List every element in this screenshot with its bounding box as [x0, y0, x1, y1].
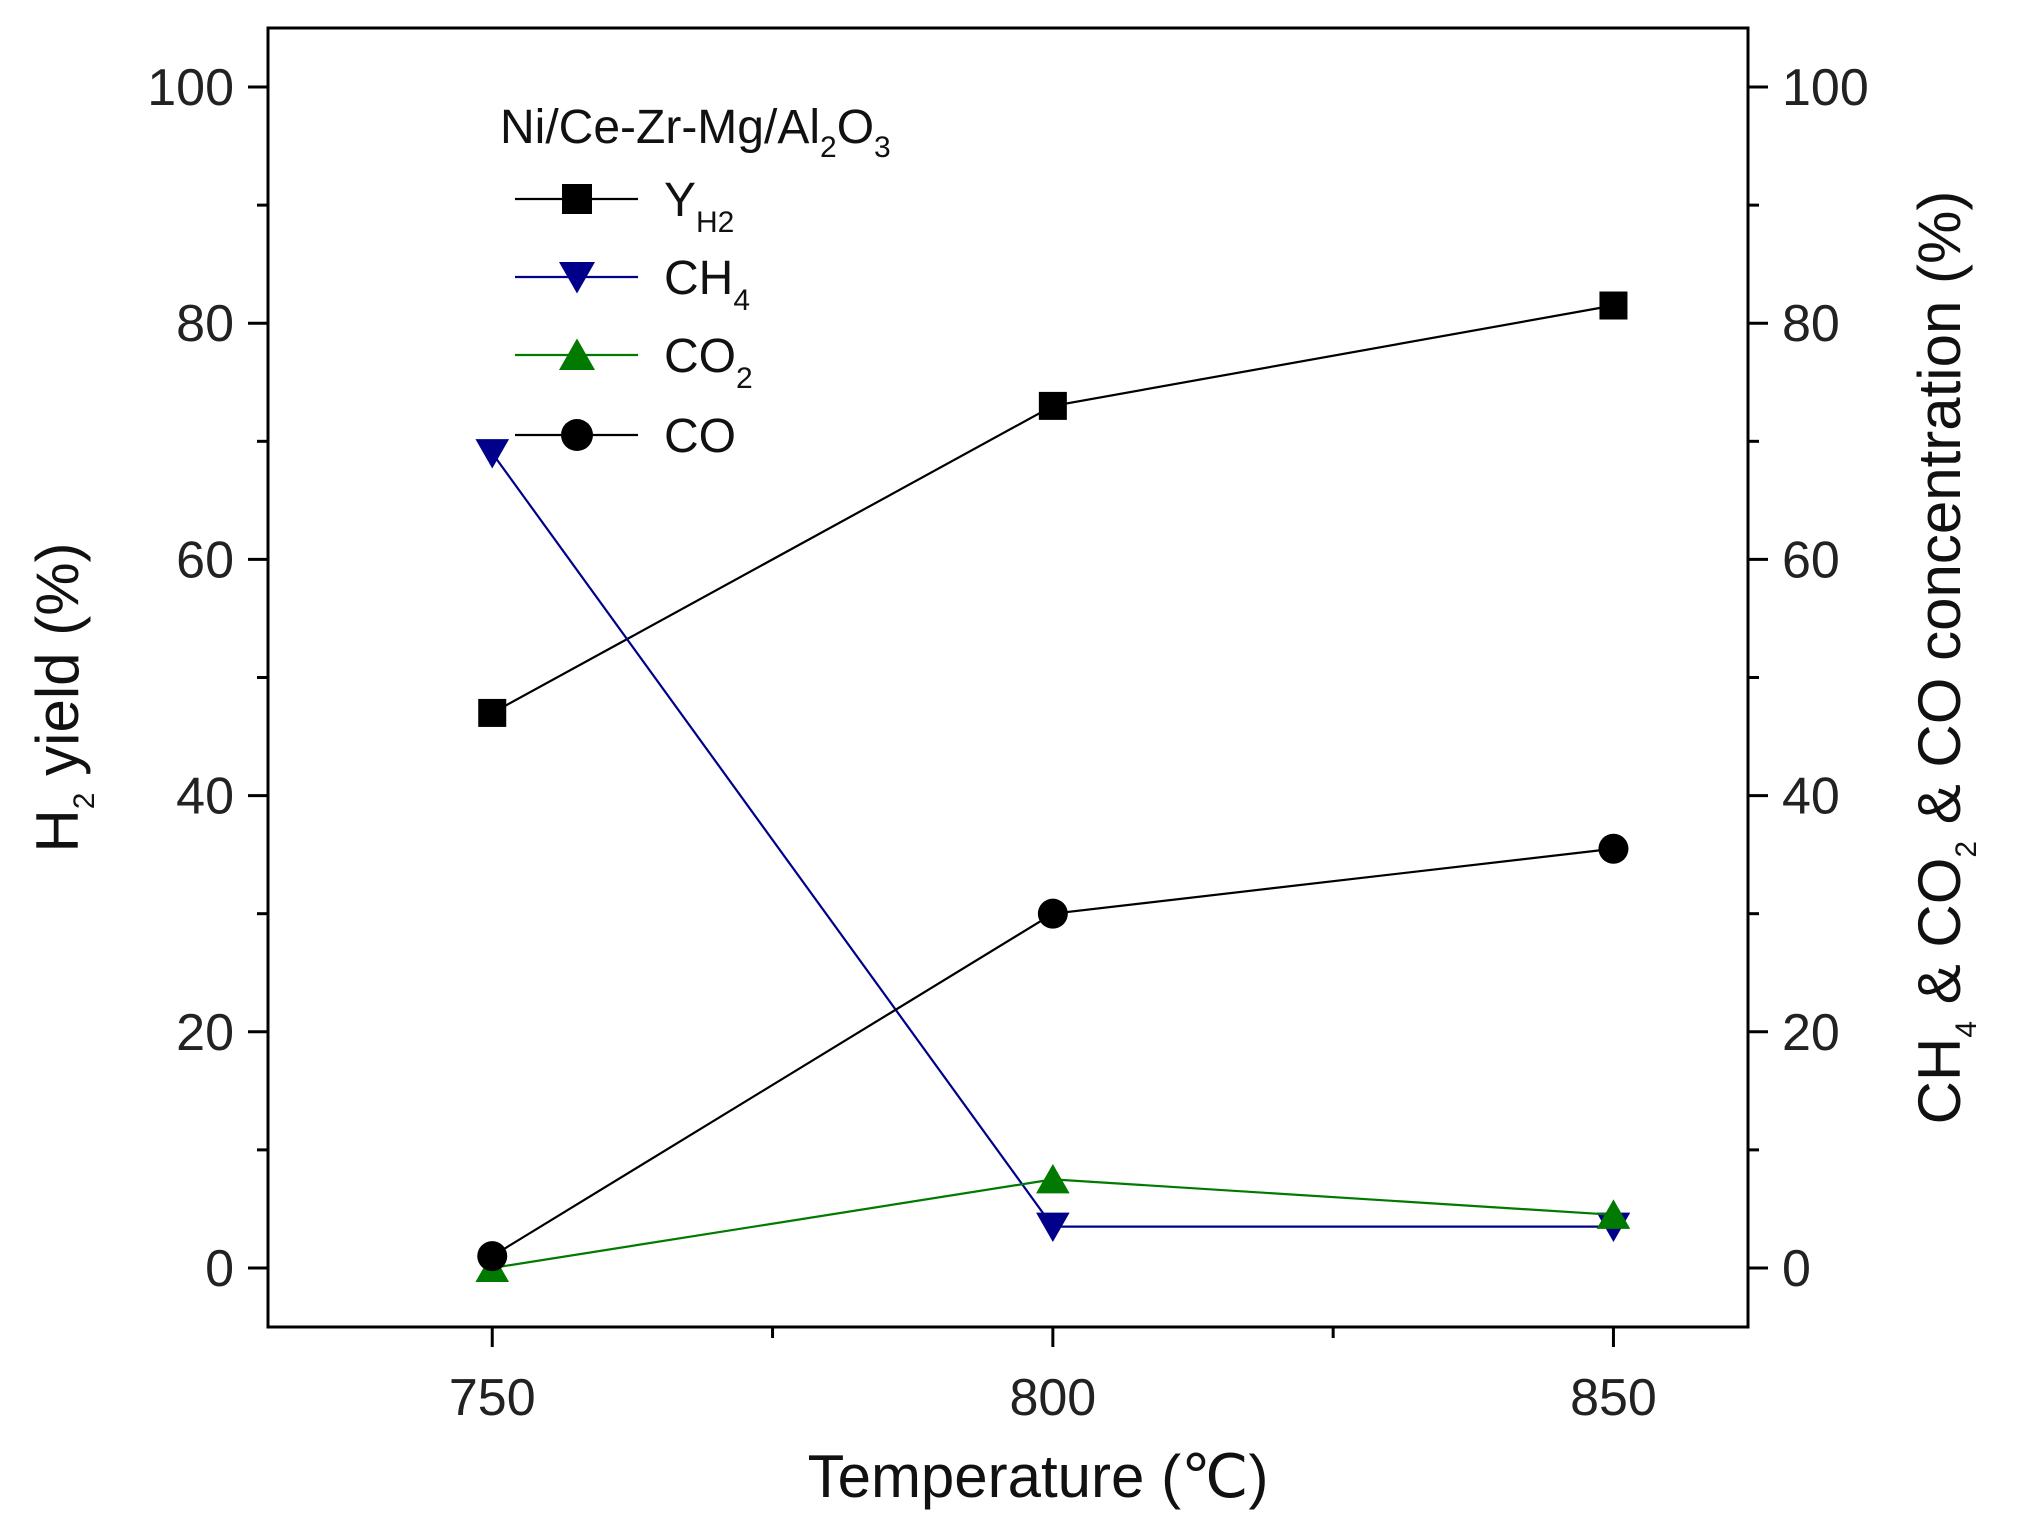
x-tick-label: 850 [1570, 1369, 1657, 1427]
series-yh2 [478, 291, 1628, 727]
y-left-tick-label: 60 [176, 531, 234, 589]
legend-item-co: CO [515, 410, 736, 463]
x-tick-label: 800 [1009, 1369, 1096, 1427]
data-point [1598, 833, 1629, 864]
data-point [475, 439, 510, 469]
y-right-tick-label: 20 [1782, 1004, 1840, 1062]
series-co2 [475, 1163, 1631, 1282]
legend-item-ch4: CH4 [515, 252, 750, 317]
legend-marker [559, 262, 595, 294]
y-right-tick-label: 40 [1782, 768, 1840, 826]
y-left-tick-label: 0 [205, 1240, 234, 1298]
y-left-tick-label: 20 [176, 1004, 234, 1062]
legend-label: CO2 [664, 330, 753, 395]
series-layer [475, 291, 1631, 1282]
legend-label: CH4 [664, 252, 750, 317]
y-right-tick-label: 100 [1782, 59, 1869, 117]
axes-layer: 750 800 850 0 0 20 20 40 40 60 60 80 80 100 100 [147, 26, 1869, 1427]
legend-label: YH2 [664, 174, 734, 239]
x-tick-label: 750 [449, 1369, 536, 1427]
y-left-axis-title: H2 yield (%) [24, 542, 101, 852]
data-point [1036, 1163, 1070, 1194]
data-point [1599, 291, 1628, 320]
data-point [1038, 391, 1067, 420]
data-point [1596, 1199, 1631, 1229]
y-right-tick-label: 80 [1782, 295, 1840, 353]
y-right-axis-title: CH4 & CO2 & CO concentration (%) [1906, 191, 1983, 1125]
legend-marker [559, 338, 595, 370]
legend-item-yh2: YH2 [515, 174, 734, 239]
y-right-tick-label: 60 [1782, 531, 1840, 589]
data-point [478, 698, 507, 727]
series-co [477, 833, 1629, 1272]
legend-label: CO [664, 410, 736, 463]
legend-item-co2: CO2 [515, 330, 753, 395]
x-axis-title: Temperature (℃) [808, 1443, 1269, 1510]
legend: Ni/Ce-Zr-Mg/Al2O3 YH2 CH4 CO2 CO [500, 101, 891, 463]
axis-labels: Temperature (℃) H2 yield (%) CH4 & CO2 & C… [24, 191, 1983, 1510]
data-point [1036, 1212, 1070, 1243]
legend-title: Ni/Ce-Zr-Mg/Al2O3 [500, 101, 891, 164]
y-left-tick-label: 40 [176, 768, 234, 826]
legend-marker [561, 419, 593, 451]
y-left-tick-label: 100 [147, 59, 234, 117]
legend-marker [562, 184, 592, 214]
y-right-tick-label: 0 [1782, 1240, 1811, 1298]
y-left-tick-label: 80 [176, 295, 234, 353]
data-point [1037, 898, 1068, 929]
data-point [477, 1241, 508, 1272]
